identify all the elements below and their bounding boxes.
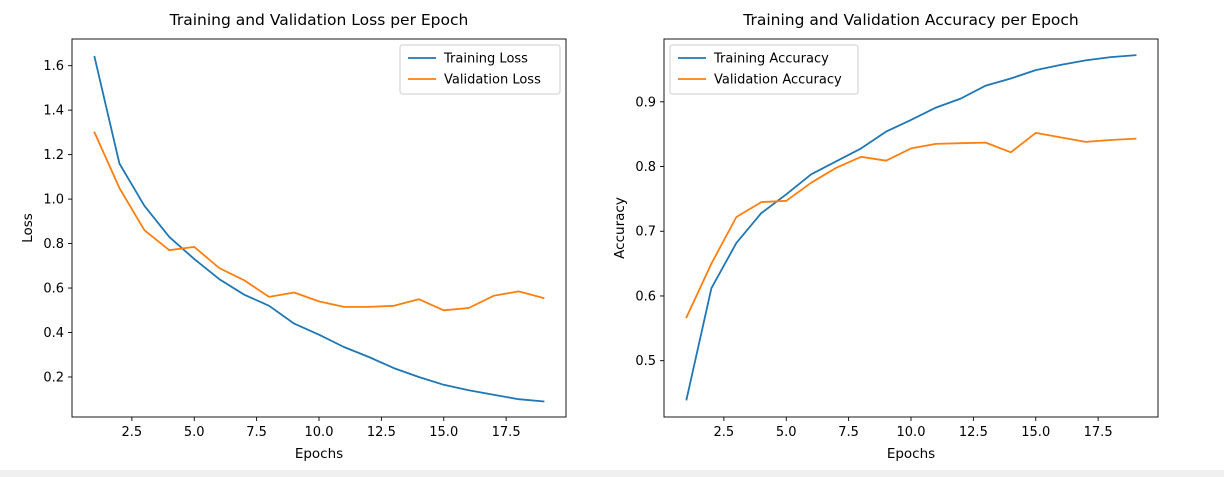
x-tick-label: 5.0 [776, 425, 797, 440]
y-tick-label: 0.2 [43, 370, 64, 385]
x-tick-label: 10.0 [305, 425, 334, 440]
y-axis-label: Loss [20, 213, 36, 243]
series-line-1 [685, 131, 1137, 319]
x-axis-label: Epochs [887, 446, 935, 462]
y-tick-label: 1.0 [43, 193, 64, 208]
x-tick-label: 17.5 [492, 425, 521, 440]
x-axis-label: Epochs [295, 446, 343, 462]
accuracy-chart: Training and Validation Accuracy per Epo… [612, 11, 1159, 462]
x-tick-label: 7.5 [246, 425, 267, 440]
y-tick-label: 0.4 [43, 326, 64, 341]
series-line-0 [685, 54, 1137, 401]
x-tick-label: 15.0 [429, 425, 458, 440]
x-tick-label: 2.5 [122, 425, 143, 440]
legend: Training Loss Validation Loss [399, 44, 561, 95]
x-tick-label: 7.5 [838, 425, 859, 440]
x-tick-label: 17.5 [1084, 425, 1113, 440]
legend: Training Accuracy Validation Accuracy [669, 44, 859, 95]
y-tick-label: 0.6 [43, 282, 64, 297]
chart-title: Training and Validation Loss per Epoch [169, 11, 469, 29]
legend-label: Validation Accuracy [714, 73, 842, 88]
y-tick-label: 1.2 [43, 148, 64, 163]
legend-label: Validation Loss [444, 73, 541, 88]
y-tick-label: 1.4 [43, 104, 64, 119]
y-tick-label: 0.6 [635, 289, 656, 304]
legend-label: Training Loss [443, 52, 528, 67]
legend-box [399, 44, 561, 95]
x-tick-label: 12.5 [367, 425, 396, 440]
chart-title: Training and Validation Accuracy per Epo… [742, 11, 1078, 29]
x-tick-label: 10.0 [897, 425, 926, 440]
series-line-1 [93, 131, 545, 312]
y-tick-label: 1.6 [43, 59, 64, 74]
bottom-strip [0, 470, 1224, 477]
y-tick-label: 0.8 [43, 237, 64, 252]
x-tick-label: 2.5 [714, 425, 735, 440]
series-line-0 [93, 55, 545, 403]
loss-chart: Training and Validation Loss per Epoch 2.… [20, 11, 567, 462]
y-tick-label: 0.5 [635, 354, 656, 369]
x-tick-label: 12.5 [959, 425, 988, 440]
y-axis-label: Accuracy [612, 197, 628, 259]
legend-label: Training Accuracy [713, 52, 829, 67]
axes-frame [663, 38, 1159, 418]
y-tick-label: 0.7 [635, 225, 656, 240]
x-tick-label: 15.0 [1021, 425, 1050, 440]
y-tick-label: 0.8 [635, 160, 656, 175]
legend-box [669, 44, 859, 95]
y-tick-label: 0.9 [635, 95, 656, 110]
axes-frame [71, 38, 567, 418]
x-tick-label: 5.0 [184, 425, 205, 440]
